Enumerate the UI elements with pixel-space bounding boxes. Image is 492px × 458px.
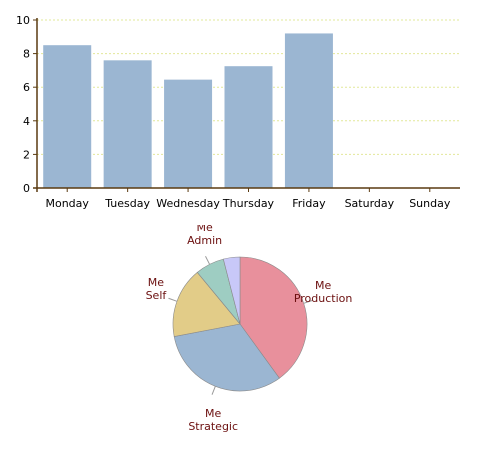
x-tick-label-thursday: Thursday	[222, 197, 275, 210]
x-tick-label-sunday: Sunday	[409, 197, 451, 210]
y-tick-label-4: 8	[23, 48, 30, 61]
x-tick-label-wednesday: Wednesday	[156, 197, 220, 210]
pie-leader-line-0	[303, 300, 313, 304]
bar-tuesday	[103, 60, 152, 188]
bar-friday	[284, 33, 333, 188]
bar-monday	[43, 45, 92, 189]
pie-slice-production	[239, 256, 308, 379]
x-tick-label-tuesday: Tuesday	[104, 197, 150, 210]
y-tick-label-1: 2	[23, 148, 30, 161]
pie-slice-self	[172, 271, 241, 337]
y-tick-label-5: 10	[16, 14, 30, 27]
pie-chart: Me Production Me Strategic Me Self Me Admin	[146, 225, 353, 433]
x-tick-label-friday: Friday	[292, 197, 326, 210]
pie-leader-line-2	[168, 297, 178, 302]
pie-leader-line-3	[205, 256, 211, 265]
pie-label-self: Me Self	[146, 276, 168, 302]
y-tick-label-3: 6	[23, 81, 30, 94]
y-tick-label-2: 4	[23, 115, 30, 128]
y-tick-label-0: 0	[23, 182, 30, 195]
x-tick-label-saturday: Saturday	[345, 197, 395, 210]
pie-slice-strategic	[173, 323, 280, 392]
pie-leader-line-1	[211, 386, 216, 395]
pie-slice-unlabeled	[222, 256, 241, 325]
pie-label-strategic: Me Strategic	[188, 407, 238, 433]
bar-chart: 0 2 4 6 8 10 Monday Tuesday Wednesday Thursday Fri…	[16, 14, 460, 210]
x-tick-label-monday: Monday	[45, 197, 89, 210]
bar-wednesday	[164, 79, 213, 188]
pie-label-admin: Me Admin	[187, 225, 222, 247]
pie-label-production: Me Production	[294, 279, 353, 305]
bar-thursday	[224, 66, 273, 188]
